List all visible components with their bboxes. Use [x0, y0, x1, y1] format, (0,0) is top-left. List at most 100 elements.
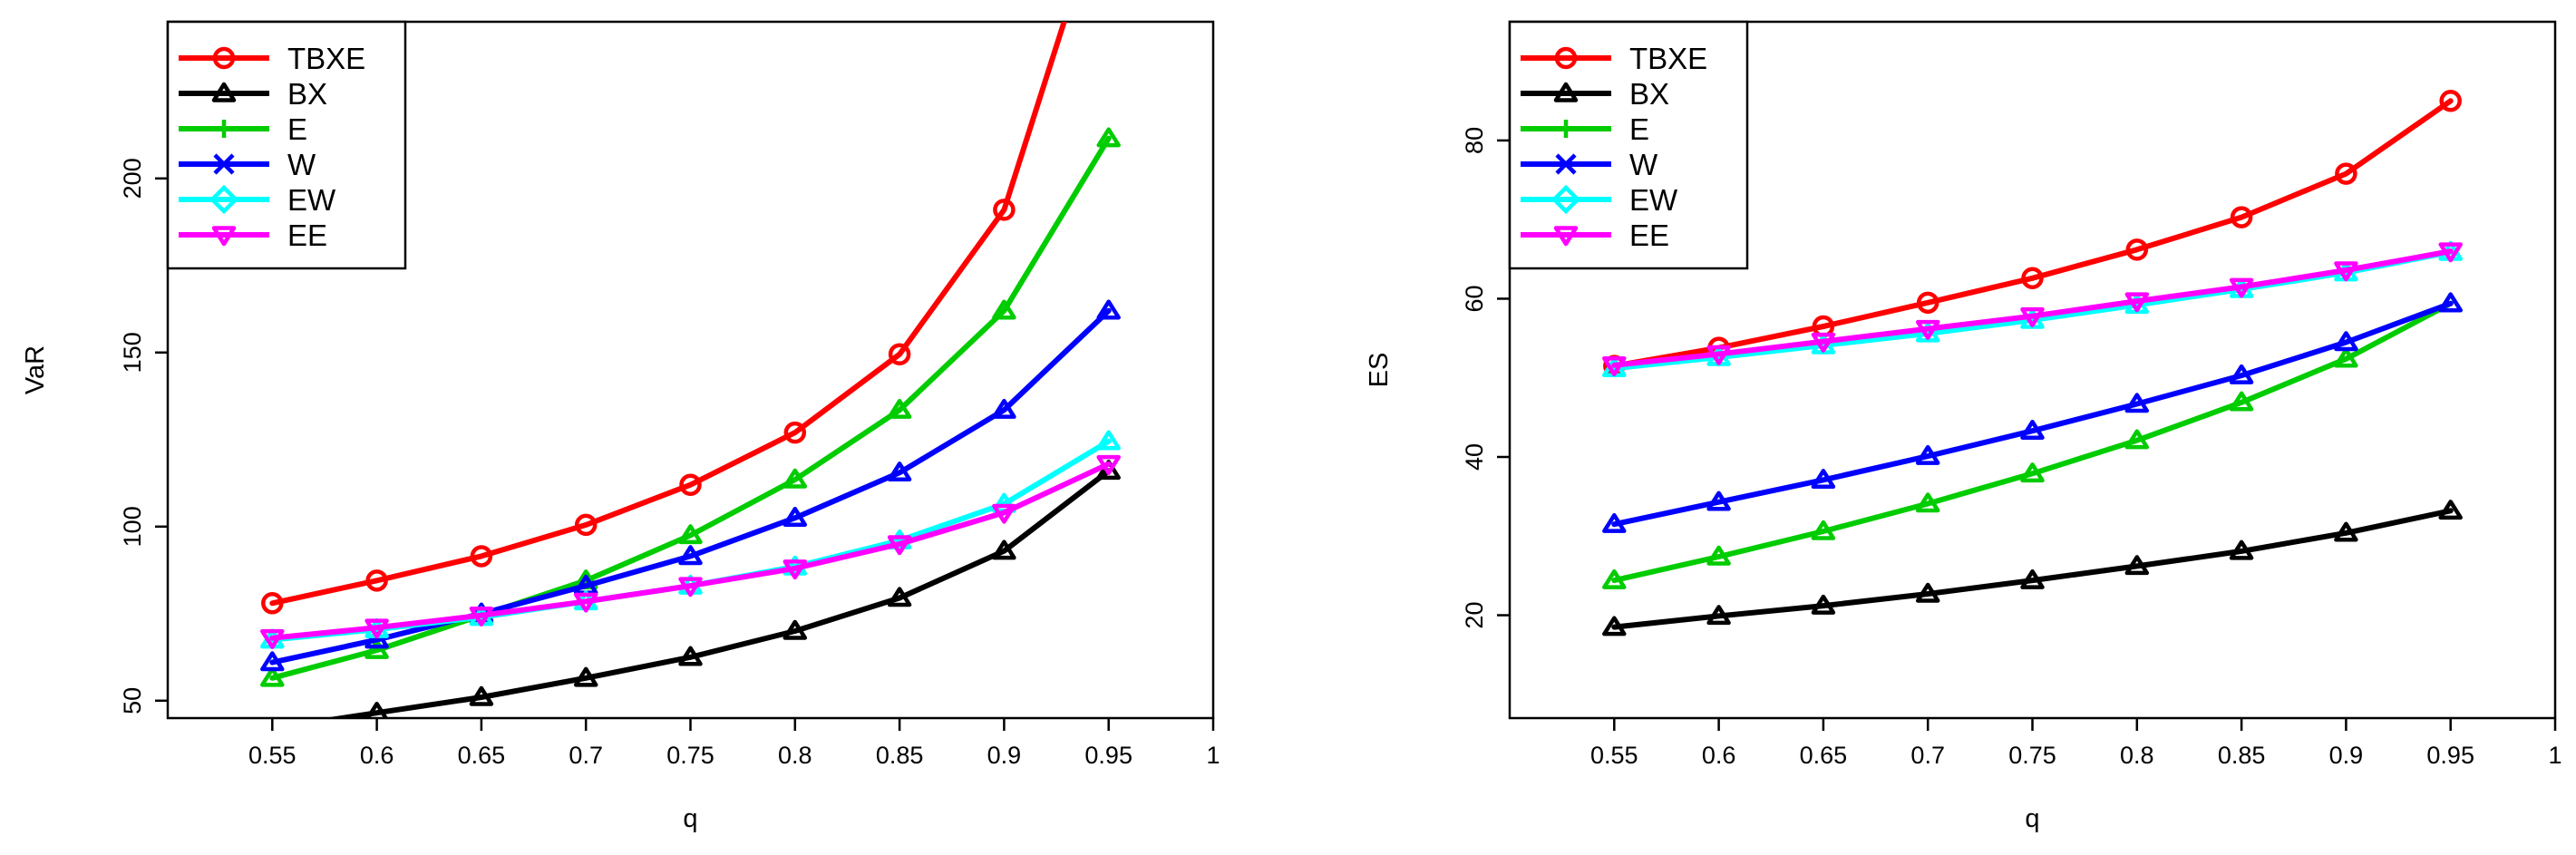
x-tick-label: 0.9 — [987, 742, 1022, 769]
point-ee — [783, 559, 808, 580]
point-tbxe — [574, 513, 598, 537]
legend-label-ee: EE — [1629, 219, 1669, 252]
x-tick-label: 0.65 — [458, 742, 506, 769]
point-bx — [2438, 500, 2463, 520]
x-tick-label: 0.95 — [2426, 742, 2474, 769]
series-line-ee — [1611, 248, 2454, 368]
legend-marker-bx — [1553, 82, 1579, 102]
point-bx — [2020, 568, 2045, 589]
legend-marker-e — [1557, 120, 1575, 138]
point-w — [1706, 491, 1731, 511]
point-w — [260, 651, 285, 672]
legend-marker-bx — [211, 82, 237, 102]
y-tick-label: 40 — [1461, 443, 1488, 471]
point-tbxe — [2021, 267, 2044, 290]
point-e — [260, 666, 285, 687]
point-ee — [1811, 332, 1836, 353]
point-bx — [887, 587, 912, 607]
point-bx — [2229, 539, 2254, 560]
y-tick-label: 60 — [1461, 285, 1488, 312]
legend-label-ew: EW — [1629, 183, 1678, 217]
point-e — [2229, 391, 2254, 412]
point-ee — [2020, 306, 2045, 327]
y-tick-label: 20 — [1461, 602, 1488, 629]
point-e — [1602, 568, 1627, 589]
x-tick-label: 1 — [1206, 742, 1220, 769]
chart-var: 0.55 0.6 0.65 0.7 0.75 0.8 0.85 0.9 0.95 15010015… — [21, 20, 1220, 833]
x-tick-label: 0.9 — [2329, 742, 2364, 769]
point-bx — [365, 701, 389, 718]
point-ee — [2438, 242, 2463, 263]
point-bx — [469, 685, 494, 706]
point-bx — [992, 539, 1016, 560]
series-line-e — [1611, 300, 2454, 584]
point-ee — [2124, 292, 2150, 313]
x-tick-label: 0.75 — [666, 742, 714, 769]
x-tick-label: 0.85 — [876, 742, 924, 769]
plot-area — [1602, 90, 2463, 636]
legend-label-w: W — [1629, 148, 1658, 181]
point-tbxe — [365, 569, 388, 592]
point-e — [1811, 520, 1836, 540]
point-ee — [365, 618, 389, 639]
point-tbxe — [2439, 90, 2462, 112]
point-tbxe — [679, 473, 702, 496]
point-bx — [783, 619, 808, 640]
point-bx — [1706, 605, 1731, 626]
point-bx — [1811, 594, 1836, 615]
legend-label-e: E — [287, 112, 307, 146]
legend-label-tbxe: TBXE — [1629, 42, 1707, 75]
legend-box — [1508, 20, 1749, 270]
legend-marker-e — [215, 120, 233, 138]
x-tick-label: 0.55 — [248, 742, 296, 769]
point-tbxe — [2230, 206, 2253, 228]
x-tick-label: 0.85 — [2218, 742, 2266, 769]
point-e — [887, 398, 912, 419]
point-ee — [469, 606, 494, 627]
point-tbxe — [470, 545, 493, 568]
point-w — [1602, 512, 1627, 533]
point-e — [783, 468, 808, 489]
y-tick-label: 200 — [119, 158, 146, 199]
x-tick-label: 0.8 — [778, 742, 812, 769]
x-tick-label: 0.7 — [1910, 742, 1945, 769]
legend-box — [166, 20, 407, 270]
series-line-bx — [323, 468, 1112, 718]
point-bx — [2334, 521, 2358, 542]
point-w — [783, 506, 808, 527]
y-axis-title: ES — [1365, 353, 1394, 388]
point-bx — [2124, 555, 2150, 576]
point-w — [2124, 393, 2150, 413]
point-w — [992, 398, 1016, 419]
chart-es: 0.55 0.6 0.65 0.7 0.75 0.8 0.85 0.9 0.95 1 20 40 60 8… — [1365, 20, 2562, 833]
point-w — [1915, 444, 1940, 465]
x-tick-label: 1 — [2548, 742, 2561, 769]
point-ee — [887, 535, 912, 556]
legend-marker-w — [213, 153, 235, 175]
point-tbxe — [1916, 291, 1939, 315]
point-ee — [2334, 261, 2358, 282]
x-tick-label: 0.8 — [2120, 742, 2154, 769]
point-w — [2438, 292, 2463, 313]
point-bx — [1096, 460, 1121, 481]
point-w — [887, 462, 912, 482]
series-line-e — [269, 135, 1112, 681]
x-tick-label: 0.95 — [1084, 742, 1132, 769]
point-ew — [887, 529, 912, 549]
point-e — [2334, 347, 2358, 368]
point-ew — [1096, 430, 1121, 451]
point-w — [678, 545, 703, 566]
point-w — [1096, 299, 1121, 320]
x-tick-label: 0.55 — [1590, 742, 1638, 769]
legend-marker-ew — [1550, 184, 1581, 215]
point-e — [2020, 462, 2045, 483]
legend-marker-w — [1555, 153, 1577, 175]
point-ee — [573, 592, 598, 613]
point-w — [365, 628, 389, 649]
x-tick-label: 0.65 — [1800, 742, 1848, 769]
legend-marker-ew — [209, 184, 239, 215]
x-axis-title: q — [683, 804, 697, 833]
point-e — [678, 524, 703, 545]
legend-label-tbxe: TBXE — [287, 42, 365, 75]
